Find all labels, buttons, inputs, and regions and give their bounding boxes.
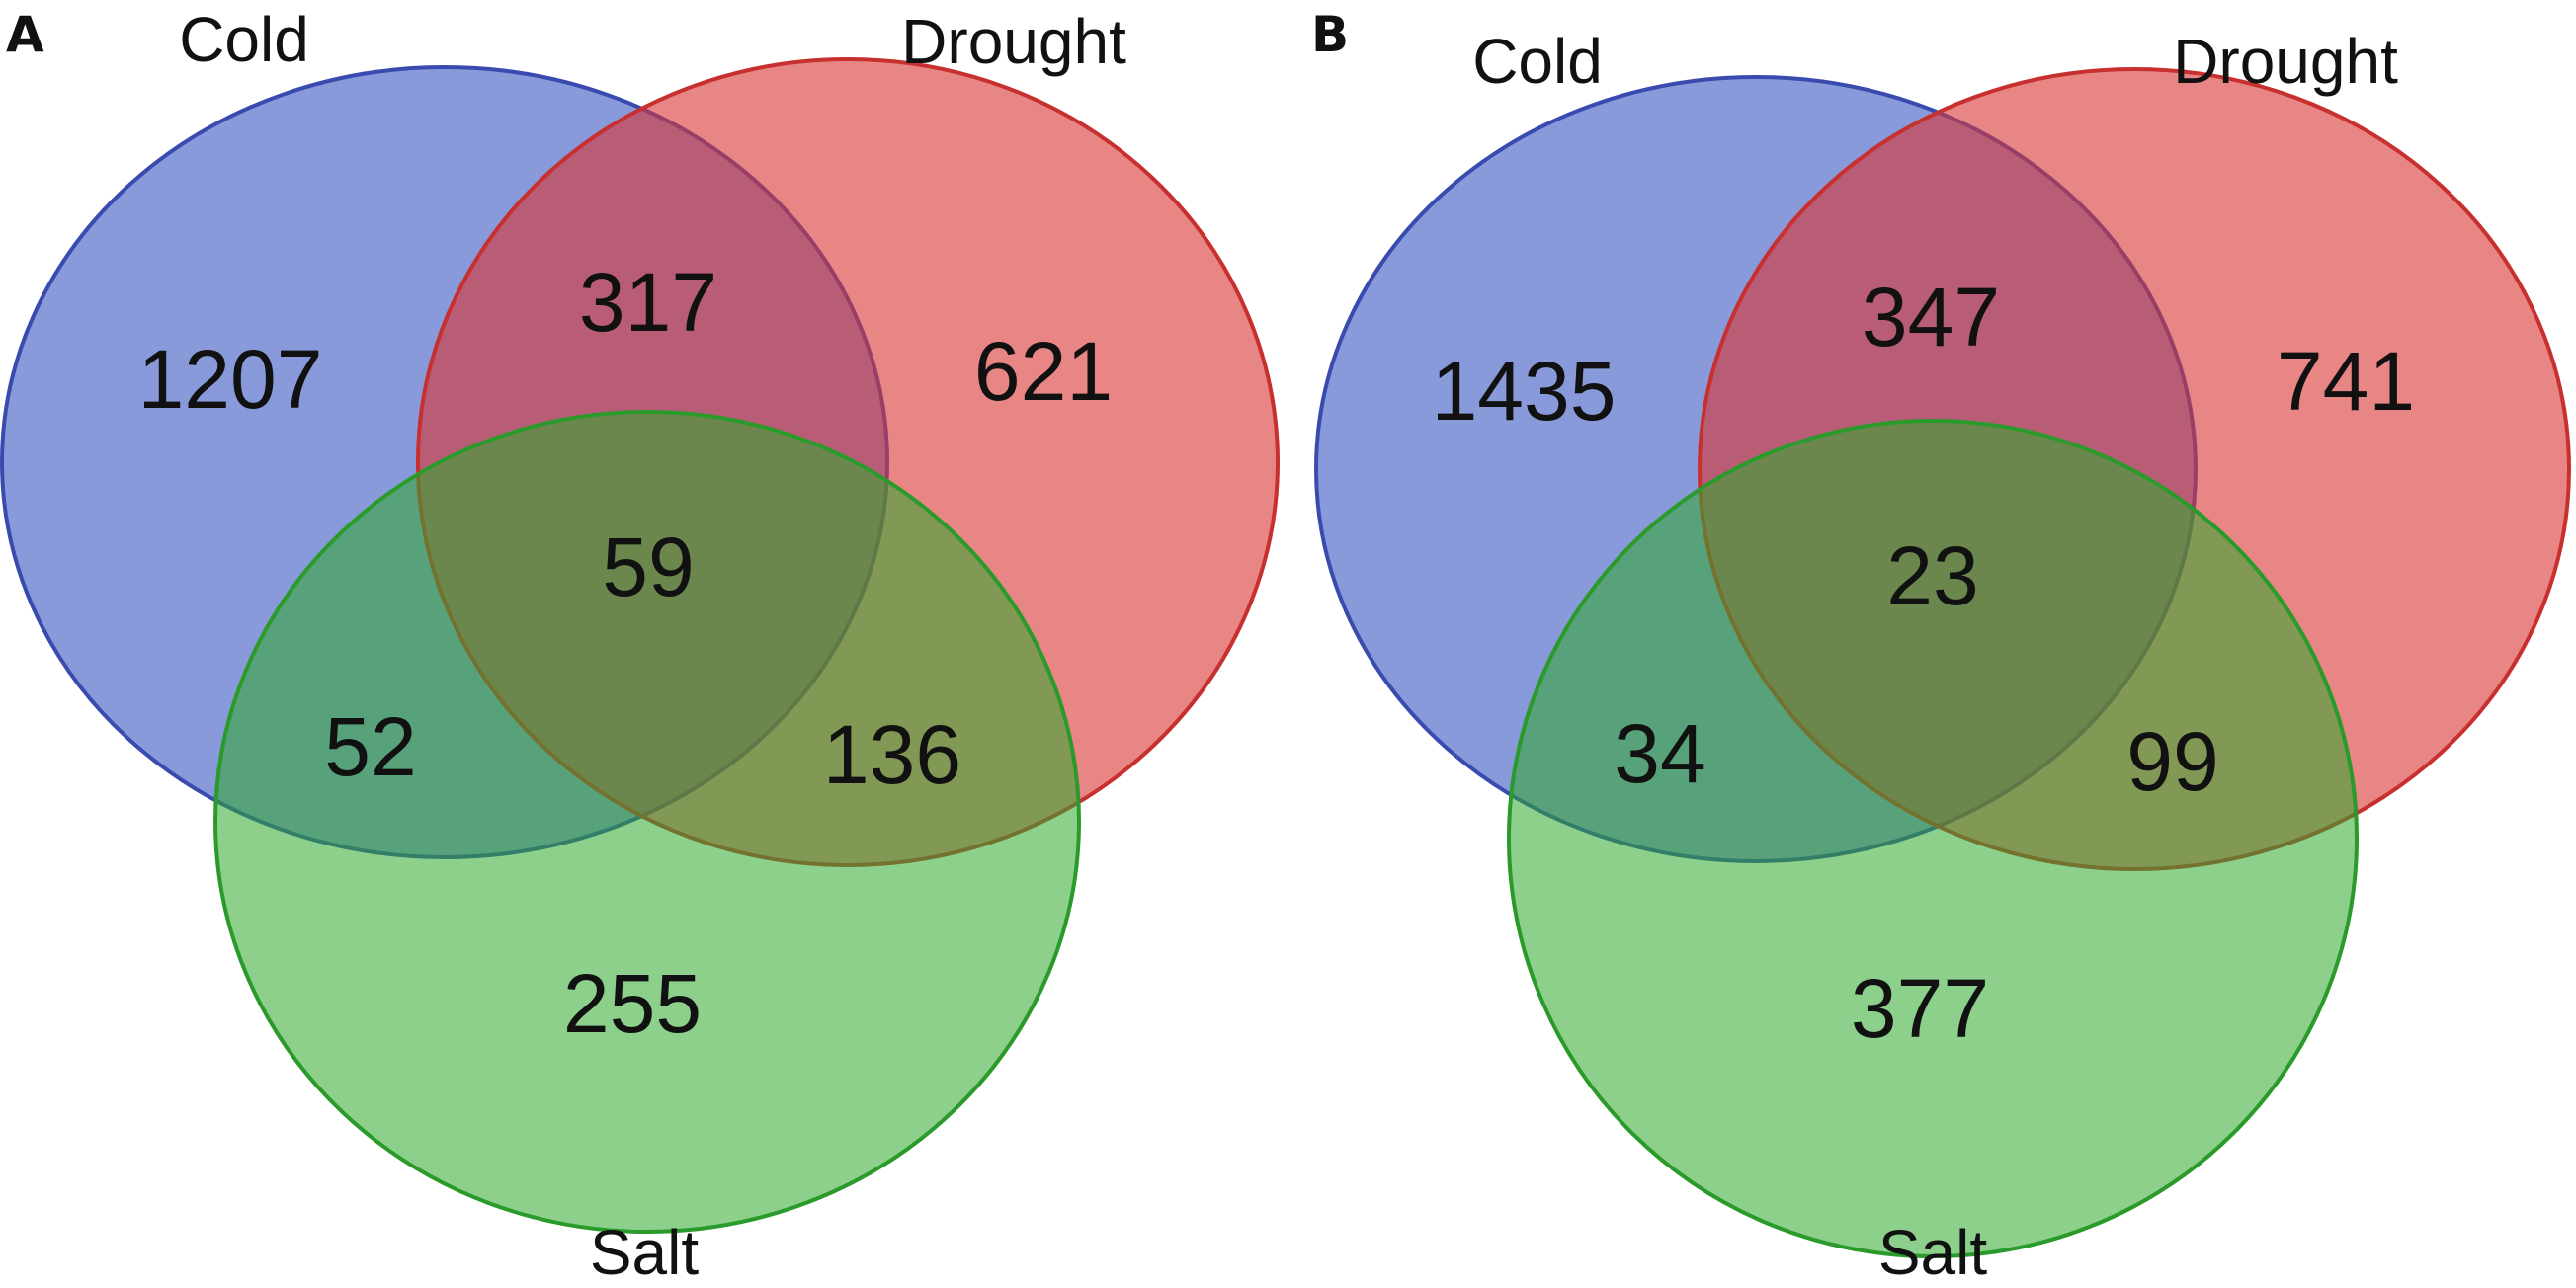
set-label-drought-b: Drought — [2173, 26, 2398, 97]
count-drought-only-a: 621 — [974, 325, 1113, 418]
count-all-b: 23 — [1886, 529, 1978, 622]
set-label-salt-b: Salt — [1878, 1217, 1988, 1288]
salt-circle-a — [213, 410, 1081, 1234]
count-salt-only-b: 377 — [1851, 962, 1989, 1055]
count-drought-salt-b: 99 — [2126, 715, 2218, 808]
count-drought-salt-a: 136 — [823, 708, 961, 801]
count-cold-drought-b: 347 — [1862, 271, 2000, 363]
count-drought-only-b: 741 — [2277, 335, 2415, 428]
salt-circle-b — [1507, 419, 2359, 1258]
set-label-cold-a: Cold — [179, 4, 309, 75]
count-all-a: 59 — [602, 521, 694, 613]
panel-a: A Cold Drought Salt 1207 621 317 59 52 1… — [0, 4, 1280, 1288]
set-label-drought-a: Drought — [901, 6, 1126, 77]
count-salt-only-a: 255 — [563, 957, 702, 1050]
count-cold-only-b: 1435 — [1432, 345, 1617, 438]
set-label-cold-b: Cold — [1472, 26, 1603, 97]
set-label-salt-a: Salt — [590, 1217, 700, 1288]
count-cold-salt-a: 52 — [324, 700, 416, 793]
count-cold-only-a: 1207 — [138, 333, 323, 426]
panel-letter-b: B — [1311, 6, 1349, 63]
count-cold-drought-a: 317 — [579, 256, 717, 349]
panel-b: B Cold Drought Salt 1435 741 347 23 34 9… — [1311, 6, 2571, 1288]
panel-letter-a: A — [6, 6, 44, 63]
count-cold-salt-b: 34 — [1614, 707, 1705, 800]
